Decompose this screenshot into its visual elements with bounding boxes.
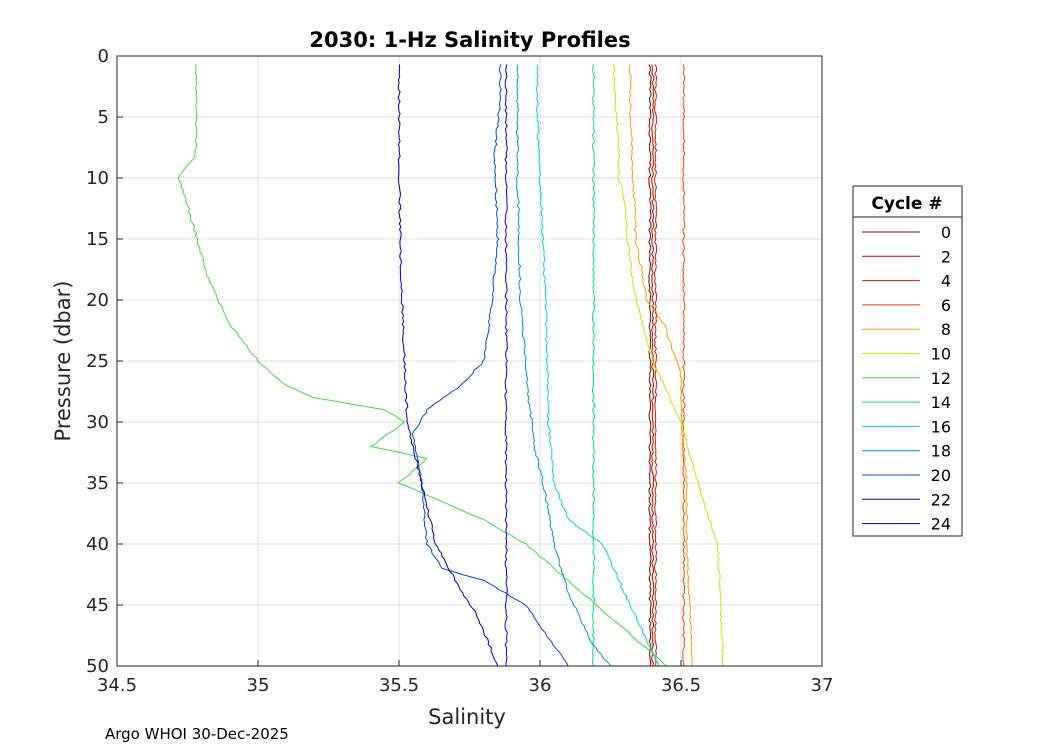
x-ticks: 34.5 35 35.5 36 36.5 37 — [97, 660, 833, 696]
x-axis-label: Salinity — [428, 705, 506, 729]
legend-box — [852, 185, 963, 537]
legend-label-cycle-20: 20 — [931, 466, 951, 485]
series-group — [177, 64, 725, 667]
series-line-cycle-6 — [682, 64, 686, 667]
series-line-cycle-2 — [651, 64, 655, 667]
y-tick-label: 40 — [86, 534, 109, 555]
y-tick-label: 0 — [98, 46, 109, 67]
series-line-cycle-24 — [504, 64, 508, 667]
series-line-cycle-12 — [177, 64, 668, 667]
grid — [116, 55, 823, 667]
series-line-cycle-22 — [397, 64, 499, 667]
y-tick-label: 20 — [86, 290, 109, 311]
y-tick-label: 15 — [86, 229, 109, 250]
series-line-cycle-18 — [515, 64, 611, 667]
legend-title: Cycle # — [871, 194, 942, 214]
series-line-cycle-16 — [535, 64, 659, 667]
x-tick-label: 35.5 — [379, 675, 419, 696]
chart-title: 2030: 1-Hz Salinity Profiles — [309, 28, 630, 52]
footer-credit: Argo WHOI 30-Dec-2025 — [105, 725, 289, 743]
y-tick-label: 45 — [86, 595, 109, 616]
y-tick-label: 10 — [86, 168, 109, 189]
x-tick-label: 37 — [811, 675, 834, 696]
legend-label-cycle-12: 12 — [931, 369, 951, 388]
x-tick-label: 34.5 — [97, 675, 137, 696]
series-line-cycle-14 — [591, 64, 596, 667]
legend-label-cycle-22: 22 — [931, 490, 951, 509]
series-line-cycle-20 — [411, 64, 569, 667]
legend-label-cycle-16: 16 — [931, 417, 951, 436]
y-tick-label: 50 — [86, 656, 109, 677]
legend-label-cycle-4: 4 — [941, 272, 951, 291]
y-tick-label: 35 — [86, 473, 109, 494]
series-line-cycle-0 — [648, 64, 652, 667]
x-tick-label: 35 — [247, 675, 270, 696]
legend-label-cycle-0: 0 — [941, 223, 951, 242]
series-line-cycle-4 — [653, 64, 658, 667]
series-line-cycle-8 — [628, 64, 693, 667]
x-tick-label: 36 — [529, 675, 552, 696]
x-tick-label: 36.5 — [661, 675, 701, 696]
legend-label-cycle-24: 24 — [931, 515, 951, 534]
legend-label-cycle-10: 10 — [931, 345, 951, 364]
y-axis-label: Pressure (dbar) — [51, 281, 75, 442]
y-tick-label: 25 — [86, 351, 109, 372]
y-tick-label: 5 — [98, 107, 109, 128]
legend-label-cycle-14: 14 — [931, 393, 951, 412]
legend-label-cycle-2: 2 — [941, 247, 951, 266]
legend-label-cycle-18: 18 — [931, 442, 951, 461]
legend-label-cycle-8: 8 — [941, 320, 951, 339]
series-line-cycle-10 — [612, 64, 725, 667]
legend-label-cycle-6: 6 — [941, 296, 951, 315]
y-tick-label: 30 — [86, 412, 109, 433]
y-ticks: 0 5 10 15 20 25 30 35 40 45 50 — [86, 46, 123, 677]
